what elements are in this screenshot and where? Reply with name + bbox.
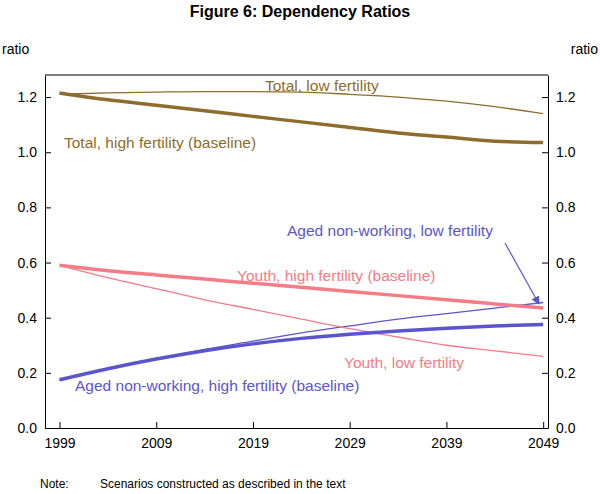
tick: 2019: [238, 422, 269, 451]
tick-label: 0.0: [18, 420, 38, 436]
tick-label: 1999: [44, 435, 75, 451]
chart: Figure 6: Dependency Ratios0.00.20.40.60…: [0, 0, 600, 494]
tick-label: 0.8: [18, 199, 38, 215]
tick-mark: [542, 318, 548, 319]
y2-axis-title: ratio: [571, 41, 598, 57]
label-arrow: [505, 243, 539, 304]
tick-label: 1.2: [18, 89, 38, 105]
tick-label: 1.0: [556, 144, 576, 160]
tick-mark: [60, 422, 61, 428]
series-label: Youth, high fertility (baseline): [237, 267, 435, 284]
x-axis: 1999 2009 2019 2029 2039 2049: [44, 422, 559, 451]
tick-mark: [45, 152, 51, 153]
tick: 1.0: [18, 144, 51, 160]
tick: 0.0: [542, 420, 576, 436]
tick: 0.2: [542, 365, 576, 381]
series-label: Aged non-working, high fertility (baseli…: [75, 377, 359, 394]
tick: 2039: [431, 422, 462, 451]
series-label: Total, low fertility: [265, 77, 379, 94]
y2-axis: 0.0 0.2 0.4 0.6 0.8 1.0 1.2: [542, 76, 576, 436]
tick-label: 0.2: [556, 365, 576, 381]
tick: 0.8: [18, 199, 51, 215]
tick-label: 2039: [431, 435, 462, 451]
tick-label: 1.0: [18, 144, 38, 160]
tick-mark: [542, 97, 548, 98]
tick-mark: [45, 318, 51, 319]
tick: 0.0: [18, 420, 51, 436]
tick-mark: [542, 263, 548, 264]
tick: 0.6: [18, 255, 51, 271]
tick-label: 0.6: [556, 255, 576, 271]
series-line: [60, 265, 544, 308]
tick-label: 2019: [238, 435, 269, 451]
tick-mark: [156, 422, 157, 428]
series-label: Total, high fertility (baseline): [64, 134, 256, 151]
tick-mark: [542, 373, 548, 374]
tick-label: 2049: [528, 435, 559, 451]
tick: 1999: [44, 422, 75, 451]
frame-top: [45, 75, 548, 76]
series-line: [60, 325, 544, 380]
series-line: [60, 303, 544, 380]
series-lines: [60, 92, 544, 380]
note: Note:: [40, 477, 69, 491]
tick-mark: [45, 207, 51, 208]
title: Figure 6: Dependency Ratios: [190, 3, 411, 20]
tick: 0.2: [18, 365, 51, 381]
tick-mark: [543, 422, 544, 428]
tick: 2029: [335, 422, 366, 451]
tick: 0.6: [542, 255, 576, 271]
series-line: [60, 265, 544, 356]
tick: 2049: [528, 422, 559, 451]
tick-label: 2029: [335, 435, 366, 451]
tick-label: 0.0: [556, 420, 576, 436]
series-label: Aged non-working, low fertility: [287, 222, 493, 239]
tick-mark: [45, 373, 51, 374]
tick: 1.2: [18, 89, 51, 105]
tick-label: 0.4: [18, 310, 38, 326]
tick-label: 0.2: [18, 365, 38, 381]
tick-label: 0.6: [18, 255, 38, 271]
tick-label: 0.4: [556, 310, 576, 326]
tick: 2009: [141, 422, 172, 451]
axis-line: [46, 428, 549, 429]
tick: 0.8: [542, 199, 576, 215]
tick-mark: [45, 263, 51, 264]
axis-line: [548, 76, 549, 429]
tick: 1.0: [542, 144, 576, 160]
y-axis-title: ratio: [2, 41, 29, 57]
plot-area: 0.0 0.2 0.4 0.6 0.8 1.0 1.2 0.0 0.2 0.4 0.6 0.8 1.0 1…: [18, 75, 576, 451]
tick: 1.2: [542, 89, 576, 105]
tick-mark: [45, 97, 51, 98]
y-axis: 0.0 0.2 0.4 0.6 0.8 1.0 1.2: [18, 76, 51, 436]
tick-label: 0.8: [556, 199, 576, 215]
tick: 0.4: [542, 310, 576, 326]
tick-mark: [542, 207, 548, 208]
tick: 0.4: [18, 310, 51, 326]
note: Scenarios constructed as described in th…: [100, 477, 346, 491]
tick-mark: [542, 152, 548, 153]
tick-label: 2009: [141, 435, 172, 451]
tick-label: 1.2: [556, 89, 576, 105]
tick-mark: [446, 422, 447, 428]
series-label: Youth, low fertility: [344, 354, 464, 371]
tick-mark: [253, 422, 254, 428]
axis-line: [45, 76, 46, 429]
tick-mark: [350, 422, 351, 428]
